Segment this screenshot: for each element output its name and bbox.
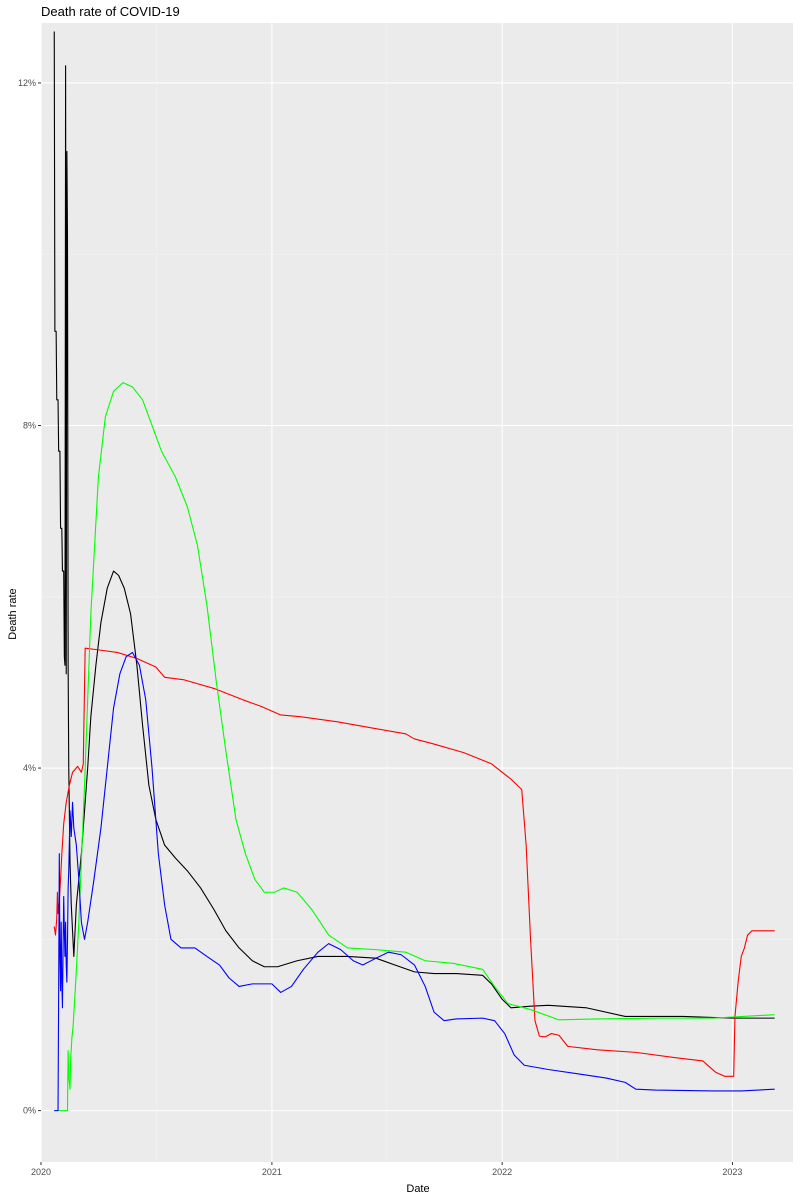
major-gridlines — [40, 23, 793, 1162]
x-tick-label: 2022 — [492, 1167, 512, 1177]
x-axis-title: Date — [406, 1183, 429, 1195]
series-line-1 — [53, 31, 775, 1019]
y-tick-label: 12% — [18, 78, 36, 88]
y-tick-labels: 0% 4% 8% 12% — [18, 78, 36, 1116]
series-line-3 — [54, 382, 775, 1112]
x-tick-label: 2023 — [722, 1167, 742, 1177]
axis-ticks — [38, 82, 733, 1165]
chart-title: Death rate of COVID-19 — [41, 4, 180, 19]
x-tick-label: 2021 — [262, 1167, 282, 1177]
y-axis-title: Death rate — [7, 588, 19, 639]
minor-gridlines — [41, 23, 793, 1162]
plot-panel — [41, 23, 793, 1162]
y-tick-label: 8% — [23, 421, 36, 431]
series-line-4 — [54, 651, 775, 1112]
y-tick-label: 4% — [23, 763, 36, 773]
series-line-2 — [53, 647, 775, 1077]
x-tick-labels: 2020 2021 2022 2023 — [31, 1167, 742, 1177]
y-tick-label: 0% — [23, 1106, 36, 1116]
x-tick-label: 2020 — [31, 1167, 51, 1177]
series-layer — [53, 31, 775, 1112]
